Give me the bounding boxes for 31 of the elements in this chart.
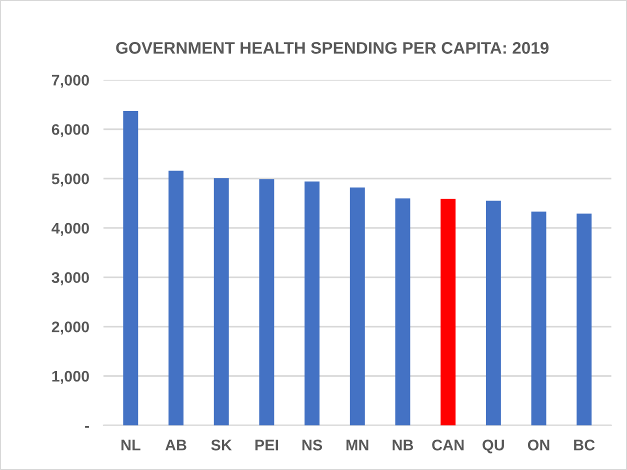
x-tick-label: MN [346,440,368,450]
x-tick-label: AB [165,440,186,450]
x-tick-label: NL [122,440,140,450]
x-tick-label: PEI [255,440,278,450]
bar [486,200,501,426]
bar [168,170,184,426]
x-tick-label: BC [574,440,595,450]
y-tick-label: 3,000 [52,272,89,286]
x-tick-label: CAN [432,440,464,450]
y-tick-label: - [85,426,89,428]
y-tick-label: 6,000 [52,124,89,138]
y-tick-label: 4,000 [52,222,89,236]
bar [440,198,456,426]
bar [123,110,138,426]
x-tick-label: QU [482,440,504,454]
bar [576,214,592,426]
y-tick-label: 7,000 [52,74,89,88]
y-tick-label: 5,000 [52,173,89,186]
y-tick-label: 2,000 [52,322,89,335]
bar [259,179,274,426]
bar [350,187,365,426]
x-tick-label: NS [302,440,322,450]
x-tick-label: NB [392,440,414,450]
x-tick-label: ON [528,440,550,450]
bar [531,212,546,426]
bar [395,198,410,426]
x-tick-label: SK [211,440,232,450]
y-tick-label: 1,000 [52,370,89,384]
chart-title: GOVERNMENT HEALTH SPENDING PER CAPITA: 2019 [116,42,549,54]
bar [304,182,320,426]
bar [214,178,229,426]
